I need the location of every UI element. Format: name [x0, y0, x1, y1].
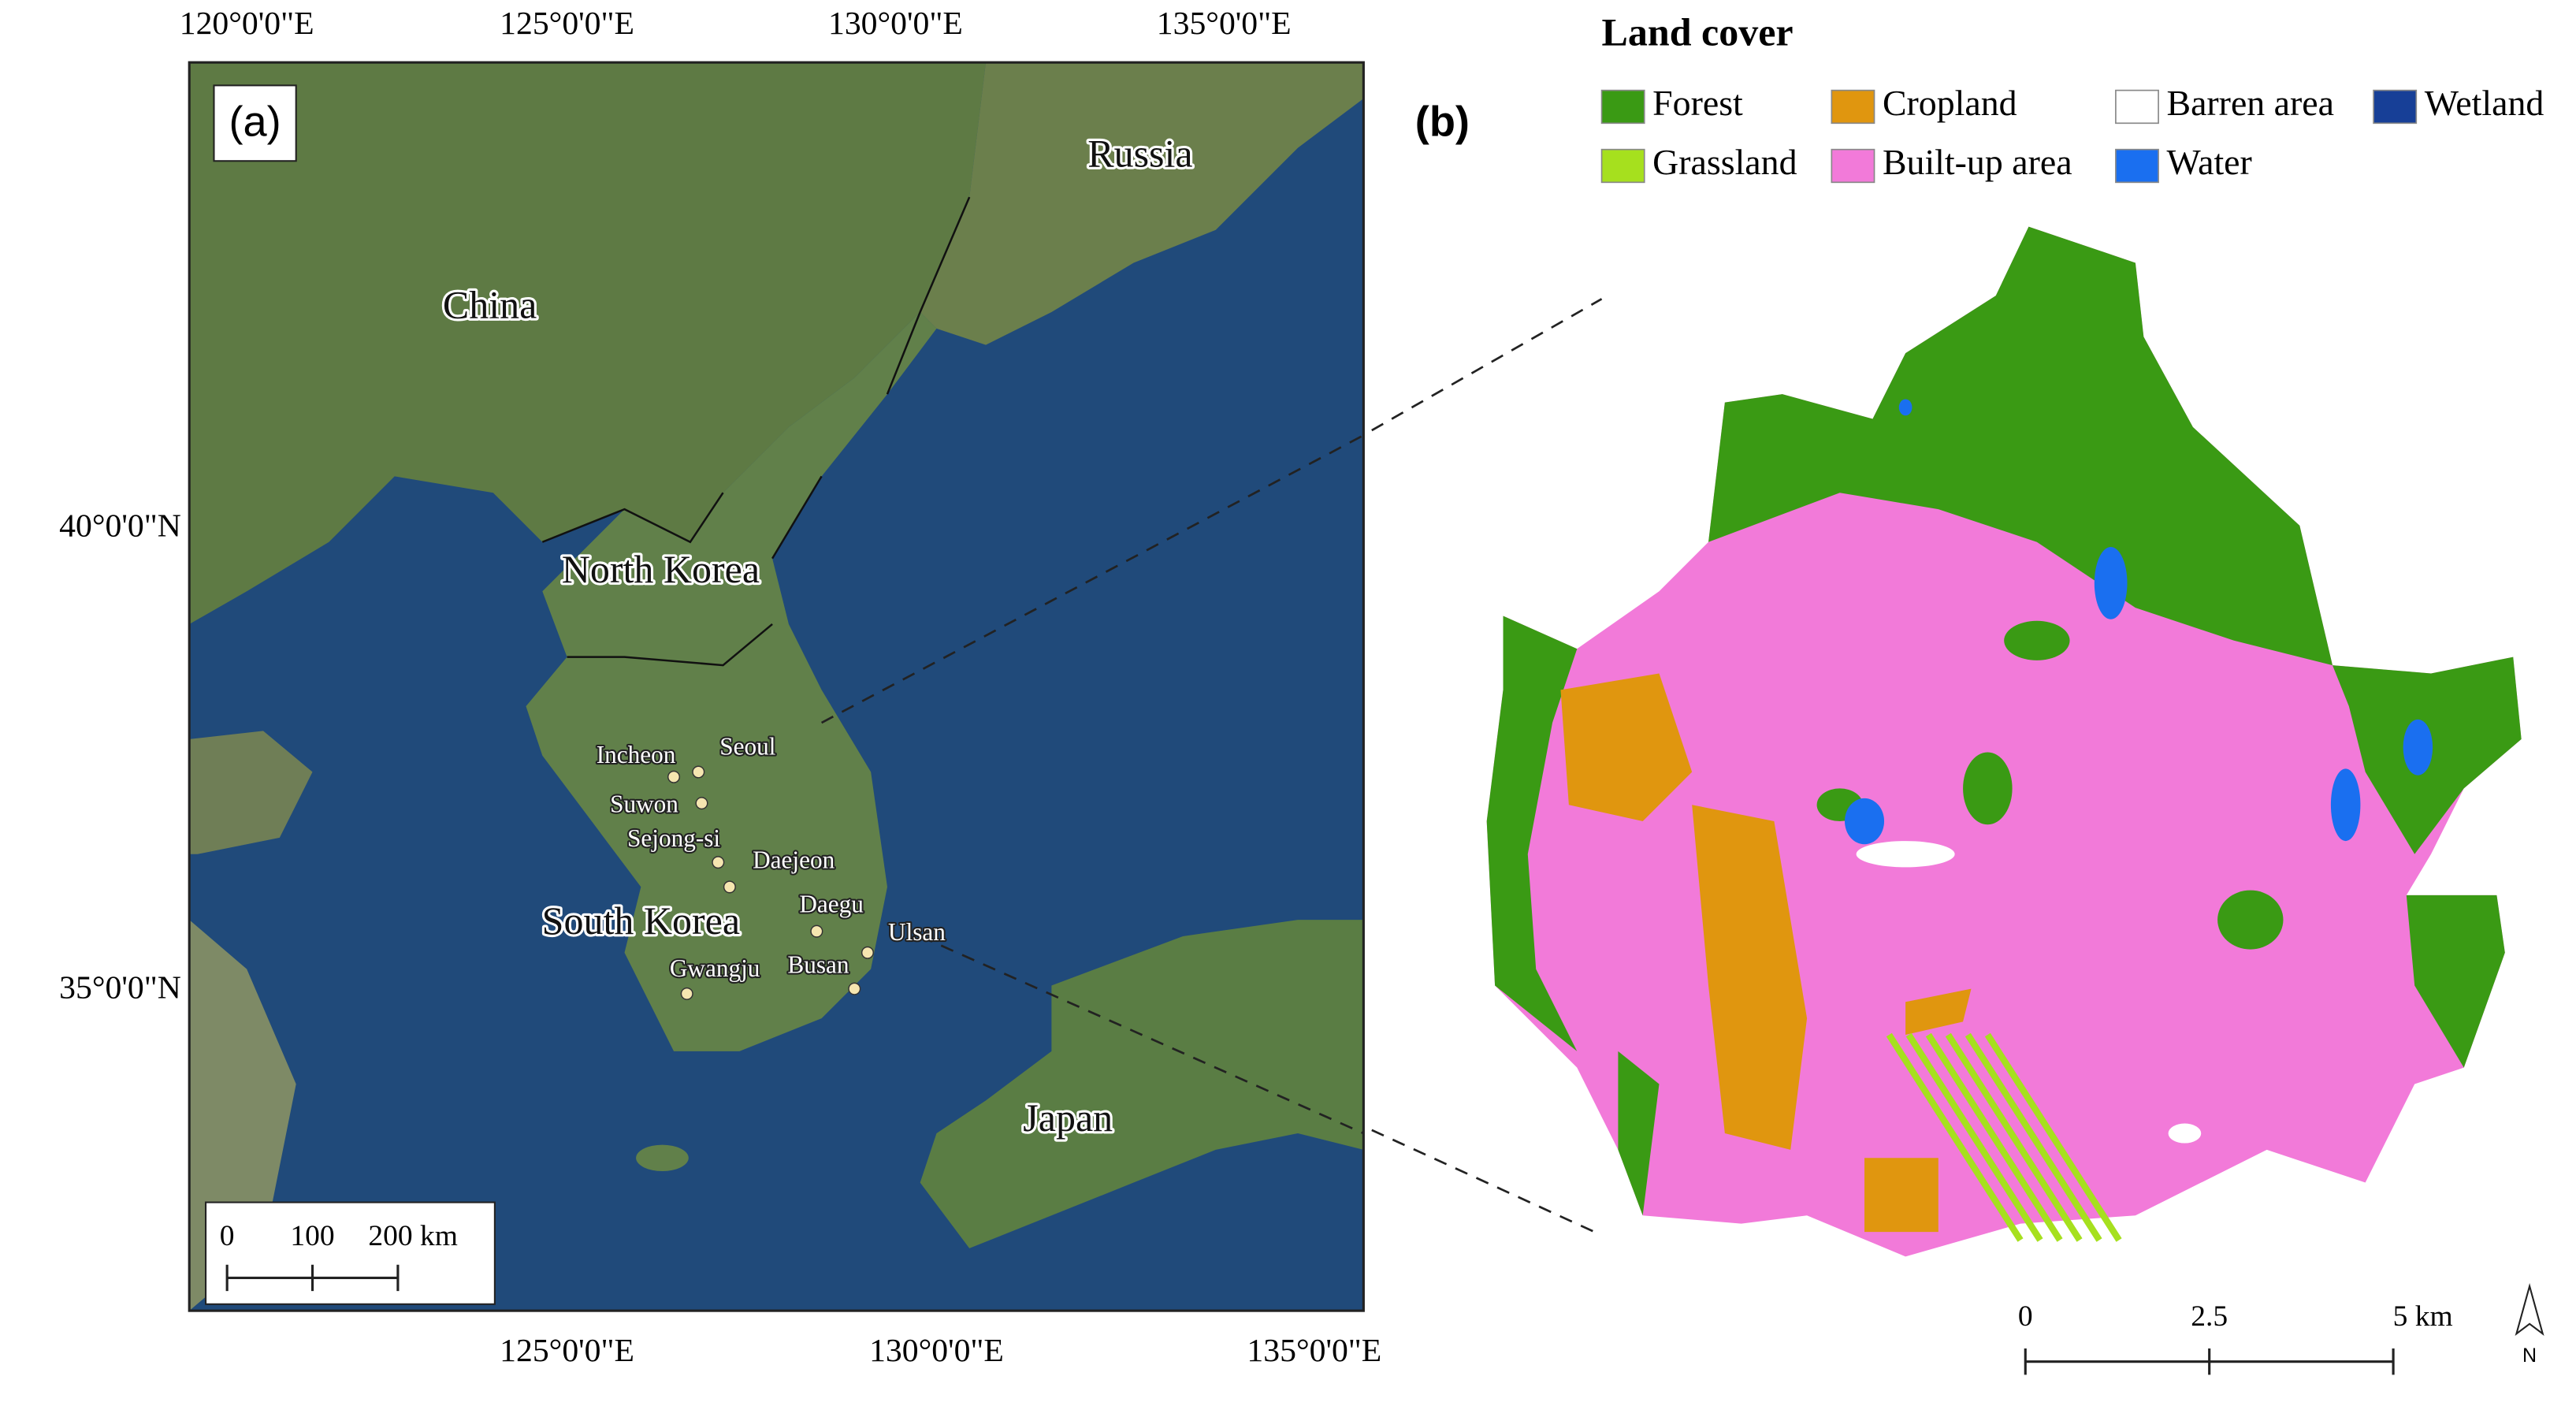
lon-label: 130°0'0"E [828, 6, 963, 42]
water-body [1898, 399, 1912, 416]
forest-area [1708, 226, 2333, 666]
city-label: Incheon [597, 741, 676, 768]
city-label: Seoul [719, 733, 776, 761]
shandong-land [189, 731, 313, 854]
legend-label: Built-up area [1883, 142, 2072, 182]
legend-label: Forest [1652, 83, 1743, 123]
legend-title: Land cover [1602, 9, 1794, 54]
korea-land [526, 311, 937, 1051]
scale-label: 200 km [368, 1220, 458, 1252]
legend-swatch [1600, 89, 1645, 125]
water-body [2403, 719, 2433, 776]
panel-label-box [213, 84, 297, 162]
legend-swatch [1831, 148, 1875, 184]
city-label: Gwangju [670, 954, 760, 982]
cropland-area [1692, 805, 1808, 1150]
legend-swatch [1831, 89, 1875, 125]
city-label: Sejong-si [627, 824, 720, 852]
country-label: South Korea [542, 898, 740, 943]
grassland-strip [1886, 1032, 2024, 1242]
city-label: Busan [787, 951, 849, 979]
city-dot [692, 765, 705, 779]
city-dot [848, 982, 861, 995]
scale-bar-a [225, 1264, 400, 1292]
panel-label: (b) [1415, 99, 1470, 146]
north-label: N [2522, 1345, 2537, 1367]
lat-label: 40°0'0"N [59, 508, 181, 545]
country-label: Russia [1087, 132, 1192, 176]
water-body [1845, 798, 1885, 845]
city-label: Suwon [610, 790, 678, 817]
legend-label: Grassland [1652, 142, 1797, 182]
cropland-area [1560, 673, 1693, 822]
legend-swatch [2115, 89, 2159, 125]
water-body [2330, 768, 2361, 842]
legend-label: Water [2166, 142, 2251, 182]
scale-label: 100 [290, 1220, 334, 1252]
grassland-strip [1925, 1032, 2063, 1242]
city-dot [695, 797, 708, 810]
city-dot [712, 856, 725, 869]
legend-label: Cropland [1883, 83, 2017, 123]
city-label: Ulsan [888, 918, 946, 946]
jeju-island [636, 1144, 689, 1171]
russia-land [920, 62, 1364, 345]
china-land [189, 62, 987, 624]
forest-area [2406, 895, 2505, 1068]
scale-box [205, 1201, 496, 1305]
lon-label: 135°0'0"E [1247, 1333, 1381, 1369]
map-frame [188, 61, 1365, 1312]
legend-swatch [1600, 148, 1645, 184]
japan-land [920, 920, 1364, 1248]
grassland-strip [1965, 1032, 2102, 1242]
border [541, 492, 773, 667]
scale-label: 5 km [2393, 1300, 2453, 1333]
north-arrow [2515, 1282, 2544, 1336]
forest-patch [1963, 752, 2013, 825]
forest-patch [2004, 620, 2070, 660]
forest-area [1486, 616, 1578, 1051]
country-label: China [443, 282, 537, 326]
forest-patch [2217, 890, 2284, 950]
city-dot [723, 880, 736, 894]
cropland-area [1864, 1158, 1939, 1233]
legend-label: Barren area [2166, 83, 2334, 123]
lon-label: 130°0'0"E [869, 1333, 1004, 1369]
country-label: North Korea [562, 547, 760, 591]
zoom-lines [820, 298, 1603, 1237]
country-label: Japan [1023, 1095, 1113, 1140]
grassland-strip [1984, 1032, 2122, 1242]
border [771, 196, 971, 560]
lon-label: 125°0'0"E [500, 6, 634, 42]
barren-patch [1856, 841, 1955, 868]
city-label: Daejeon [753, 846, 835, 873]
lat-label: 35°0'0"N [59, 969, 181, 1006]
lon-label: 135°0'0"E [1157, 6, 1292, 42]
grassland-strip [1905, 1032, 2043, 1242]
lon-label: 125°0'0"E [500, 1333, 634, 1369]
barren-patch [2168, 1123, 2202, 1144]
scale-bar-b [2024, 1348, 2395, 1375]
lon-label: 120°0'0"E [180, 6, 314, 42]
scale-label: 0 [220, 1220, 235, 1252]
satellite-map [189, 62, 1364, 1311]
scale-label: 0 [2018, 1300, 2033, 1333]
city-dot [680, 987, 693, 1000]
grassland-strip [1945, 1032, 2083, 1242]
city-label: Daegu [799, 891, 864, 918]
city-dot [667, 770, 681, 783]
panel-label: (a) [229, 99, 281, 146]
legend-swatch [2115, 148, 2159, 184]
cropland-area [1905, 988, 1972, 1035]
city-dot [861, 946, 874, 959]
water-body [2094, 547, 2128, 619]
scale-label: 2.5 [2191, 1300, 2228, 1333]
city-dot [810, 924, 823, 938]
land-cover-map [1486, 226, 2522, 1257]
forest-area [1618, 1051, 1660, 1216]
legend-swatch [2373, 89, 2418, 125]
legend-label: Wetland [2425, 83, 2544, 123]
